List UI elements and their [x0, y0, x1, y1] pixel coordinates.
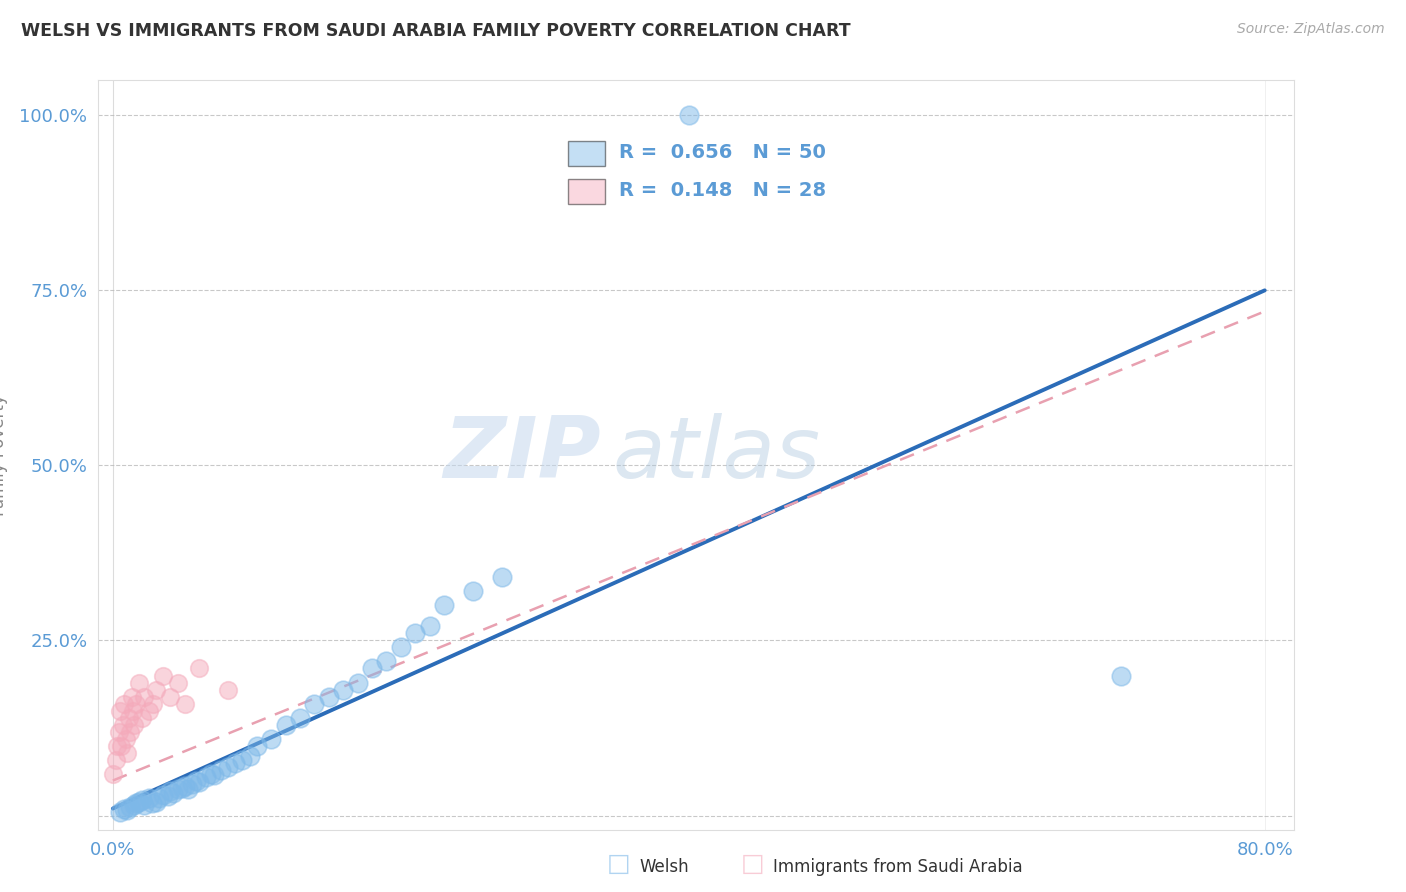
FancyBboxPatch shape [568, 178, 606, 203]
Point [138, 791, 160, 805]
Point [375, 655, 398, 669]
Point [148, 791, 170, 805]
Point [361, 661, 384, 675]
Point [159, 690, 181, 704]
Point [159, 784, 181, 798]
Point [145, 682, 167, 697]
Point [104, 752, 127, 766]
Point [120, 724, 142, 739]
Point [186, 773, 208, 788]
Point [491, 570, 513, 584]
Text: □: □ [741, 852, 763, 876]
Text: □: □ [607, 852, 630, 876]
Text: Welsh: Welsh [640, 858, 689, 876]
Point [166, 781, 188, 796]
Point [124, 798, 146, 813]
Point [115, 746, 138, 760]
Point [202, 768, 225, 782]
Point [107, 724, 129, 739]
Point [145, 795, 167, 809]
Text: ZIP: ZIP [443, 413, 600, 497]
Point [114, 731, 136, 746]
Point [125, 697, 148, 711]
Point [141, 796, 163, 810]
Point [389, 640, 412, 655]
Point [112, 697, 135, 711]
Point [134, 798, 156, 813]
Point [131, 793, 153, 807]
Point [195, 770, 218, 784]
Point [162, 786, 184, 800]
Point [108, 704, 131, 718]
Point [120, 800, 142, 814]
Text: Source: ZipAtlas.com: Source: ZipAtlas.com [1237, 22, 1385, 37]
Point [152, 788, 174, 802]
Point [188, 661, 211, 675]
Point [239, 749, 262, 764]
Point [105, 739, 128, 753]
Point [209, 763, 232, 777]
FancyBboxPatch shape [568, 141, 606, 166]
Point [142, 697, 165, 711]
Text: R =  0.656   N = 50: R = 0.656 N = 50 [620, 143, 827, 162]
Point [131, 710, 153, 724]
Point [152, 668, 174, 682]
Point [108, 805, 131, 819]
Point [173, 697, 195, 711]
Point [112, 801, 135, 815]
Point [118, 710, 141, 724]
Point [121, 690, 143, 704]
Point [433, 599, 456, 613]
Point [1109, 668, 1132, 682]
Point [115, 803, 138, 817]
Point [176, 781, 198, 796]
Point [274, 717, 297, 731]
Point [124, 717, 146, 731]
Text: R =  0.148   N = 28: R = 0.148 N = 28 [620, 181, 827, 200]
Point [260, 731, 283, 746]
Text: WELSH VS IMMIGRANTS FROM SAUDI ARABIA FAMILY POVERTY CORRELATION CHART: WELSH VS IMMIGRANTS FROM SAUDI ARABIA FA… [21, 22, 851, 40]
Point [304, 697, 326, 711]
Point [678, 108, 700, 122]
Point [419, 619, 441, 633]
Point [128, 795, 150, 809]
Point [128, 675, 150, 690]
Y-axis label: Family Poverty: Family Poverty [0, 394, 8, 516]
Point [156, 789, 179, 803]
Point [111, 717, 134, 731]
Text: atlas: atlas [613, 413, 820, 497]
Point [188, 775, 211, 789]
Point [101, 766, 124, 780]
Point [134, 690, 156, 704]
Point [181, 777, 204, 791]
Point [170, 780, 193, 795]
Text: Immigrants from Saudi Arabia: Immigrants from Saudi Arabia [773, 858, 1024, 876]
Point [200, 766, 222, 780]
Point [461, 584, 484, 599]
Point [288, 710, 311, 724]
Point [138, 704, 160, 718]
Point [122, 704, 145, 718]
Point [166, 675, 188, 690]
Point [125, 796, 148, 810]
Point [332, 682, 354, 697]
Point [110, 739, 132, 753]
Point [217, 759, 239, 773]
Point [173, 779, 195, 793]
Point [217, 682, 239, 697]
Point [404, 626, 426, 640]
Point [318, 690, 340, 704]
Point [231, 752, 253, 766]
Point [246, 739, 269, 753]
Point [346, 675, 368, 690]
Point [224, 756, 246, 770]
